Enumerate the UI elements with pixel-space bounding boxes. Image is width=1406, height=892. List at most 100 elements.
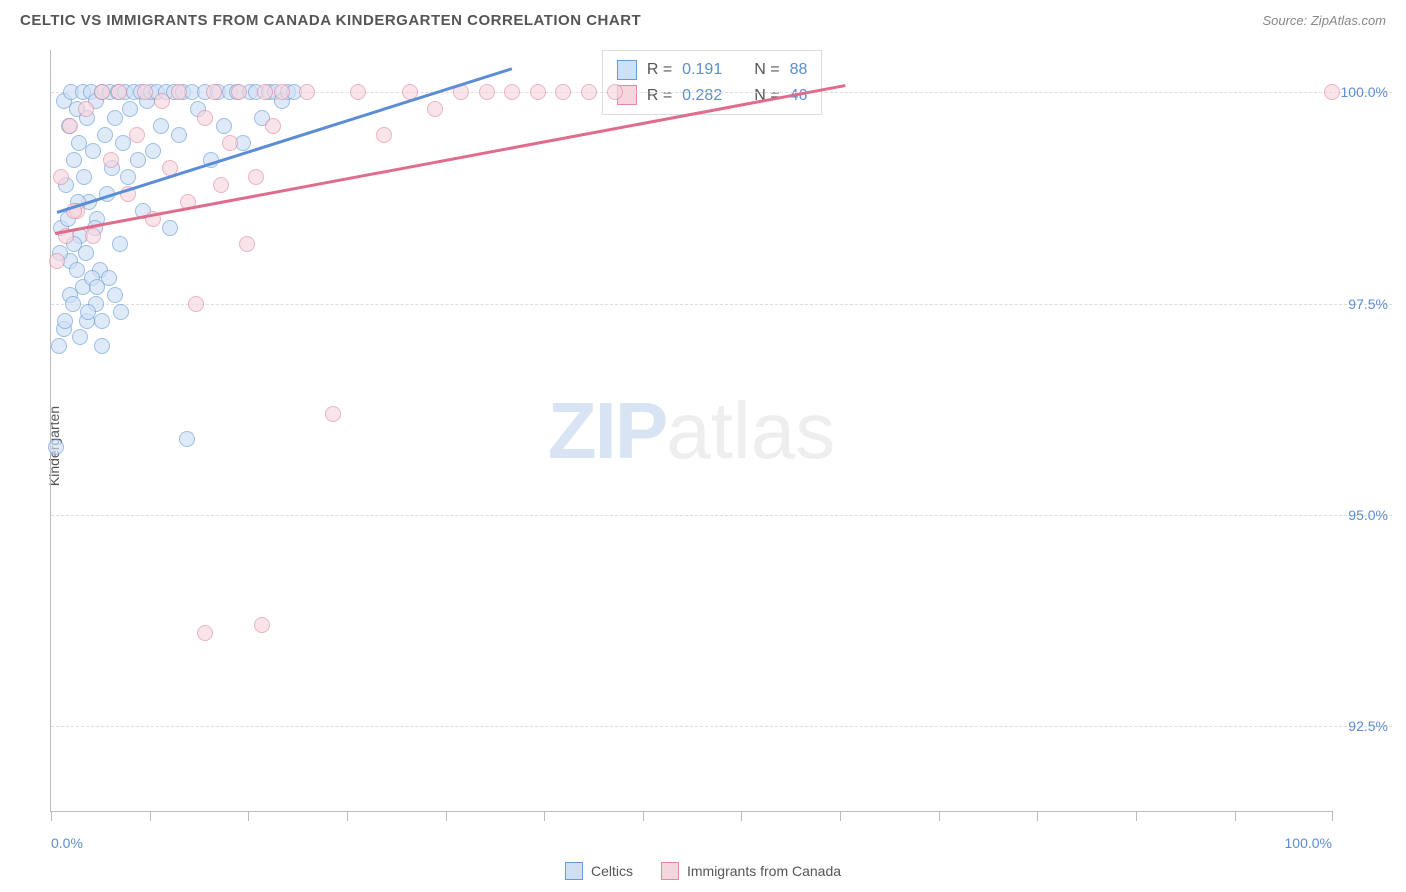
gridline [51,304,1392,305]
y-tick-label: 92.5% [1332,718,1392,734]
data-point [78,101,94,117]
source-attribution: Source: ZipAtlas.com [1262,13,1386,28]
data-point [66,152,82,168]
data-point [62,118,78,134]
data-point [122,101,138,117]
data-point [530,84,546,100]
data-point [51,338,67,354]
x-tick [150,811,151,821]
chart-title: CELTIC VS IMMIGRANTS FROM CANADA KINDERG… [20,12,641,29]
data-point [89,279,105,295]
header: CELTIC VS IMMIGRANTS FROM CANADA KINDERG… [0,0,1406,37]
data-point [376,127,392,143]
data-point [94,313,110,329]
y-tick-label: 95.0% [1332,507,1392,523]
data-point [112,236,128,252]
data-point [274,84,290,100]
data-point [171,127,187,143]
x-tick [51,811,52,821]
n-value: 88 [790,57,808,83]
data-point [145,143,161,159]
data-point [248,169,264,185]
data-point [97,127,113,143]
data-point [130,152,146,168]
data-point [85,228,101,244]
n-label: N = [754,83,779,109]
x-tick [347,811,348,821]
data-point [137,84,153,100]
legend-label: Immigrants from Canada [687,863,841,879]
legend-swatch [565,862,583,880]
gridline [51,515,1392,516]
x-tick [939,811,940,821]
legend-swatch [661,862,679,880]
x-tick [446,811,447,821]
data-point [85,143,101,159]
data-point [555,84,571,100]
data-point [48,439,64,455]
data-point [69,262,85,278]
chart-container: Kindergarten ZIPatlas R =0.191N =88R =0.… [38,50,1392,842]
y-tick-label: 100.0% [1332,84,1392,100]
data-point [197,110,213,126]
data-point [107,110,123,126]
legend-label: Celtics [591,863,633,879]
x-tick [248,811,249,821]
data-point [188,296,204,312]
x-tick-label: 100.0% [1285,835,1332,851]
data-point [213,177,229,193]
data-point [76,169,92,185]
data-point [179,431,195,447]
data-point [94,338,110,354]
data-point [350,84,366,100]
legend-row: R = 0.191 N = 88 [617,57,808,83]
data-point [154,93,170,109]
r-value: 0.191 [682,57,722,83]
data-point [115,135,131,151]
data-point [72,329,88,345]
data-point [239,236,255,252]
x-tick [840,811,841,821]
legend-item: Immigrants from Canada [661,862,841,880]
n-label: N = [754,57,779,83]
legend-swatch [617,60,637,80]
x-tick [1332,811,1333,821]
data-point [120,169,136,185]
correlation-legend: R =0.191N =88R =0.282N =46 [602,50,823,115]
data-point [607,84,623,100]
data-point [53,169,69,185]
data-point [206,84,222,100]
watermark: ZIPatlas [548,385,835,477]
data-point [325,406,341,422]
data-point [197,625,213,641]
data-point [581,84,597,100]
gridline [51,726,1392,727]
legend-item: Celtics [565,862,633,880]
data-point [427,101,443,117]
x-tick [1037,811,1038,821]
data-point [107,287,123,303]
data-point [479,84,495,100]
r-label: R = [647,83,672,109]
x-tick [1235,811,1236,821]
data-point [113,304,129,320]
watermark-atlas: atlas [666,386,835,475]
x-tick-label: 0.0% [51,835,83,851]
x-tick [643,811,644,821]
data-point [129,127,145,143]
data-point [222,135,238,151]
data-point [254,617,270,633]
data-point [216,118,232,134]
x-tick [1136,811,1137,821]
plot-area: ZIPatlas R =0.191N =88R =0.282N =46 100.… [50,50,1332,812]
y-tick-label: 97.5% [1332,296,1392,312]
data-point [57,313,73,329]
data-point [162,220,178,236]
data-point [299,84,315,100]
data-point [65,296,81,312]
x-tick [544,811,545,821]
r-value: 0.282 [682,83,722,109]
data-point [78,245,94,261]
trend-line [55,84,846,234]
r-label: R = [647,57,672,83]
